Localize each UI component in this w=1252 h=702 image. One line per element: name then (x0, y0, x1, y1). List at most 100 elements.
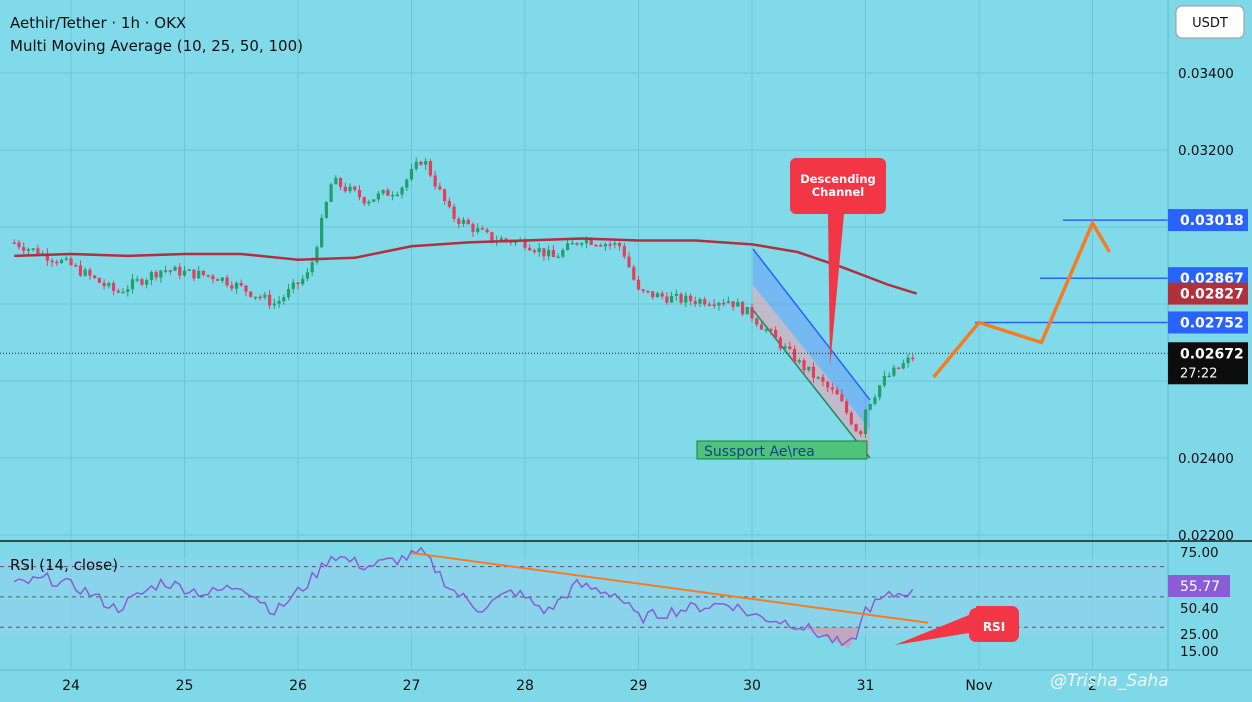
price-label-target-bg (1168, 209, 1248, 232)
x-tick-label: 24 (62, 678, 80, 694)
candle-body (88, 269, 92, 276)
candle-body (670, 295, 674, 303)
candle-body (480, 228, 485, 230)
candle-body (201, 270, 206, 276)
candle-body (111, 283, 116, 291)
candle-body (613, 243, 617, 245)
rsi-tick-label: 25.00 (1180, 627, 1219, 643)
candle-body (78, 265, 83, 276)
candle-body (769, 329, 773, 331)
rsi-trendline (411, 551, 929, 624)
candle-body (395, 194, 399, 197)
candle-body (438, 186, 442, 190)
candle-body (476, 228, 480, 232)
candle-body (376, 193, 380, 200)
candle-body (570, 243, 574, 245)
candle-body (679, 293, 683, 303)
rsi-tick-label: 75.00 (1180, 545, 1219, 561)
candle-body (873, 397, 877, 404)
x-tick-label: 27 (403, 678, 421, 694)
candle-body (868, 403, 872, 410)
candle-body (173, 266, 177, 271)
candle-body (575, 243, 579, 245)
candle-body (797, 360, 801, 363)
candle-body (532, 250, 537, 252)
candle-body (116, 290, 120, 293)
candle-body (362, 197, 366, 204)
candle-body (551, 249, 555, 258)
rsi-current-bg (1168, 575, 1230, 597)
candle-body (745, 306, 749, 315)
candle-body (405, 179, 409, 188)
candle-body (788, 346, 792, 350)
candle-body (286, 288, 291, 298)
candle-body (31, 248, 35, 250)
candle-body (461, 219, 466, 224)
candle-body (882, 375, 887, 386)
candle-body (50, 260, 54, 263)
candle-body (816, 377, 820, 379)
candle-body (159, 270, 163, 278)
candle-body (901, 363, 905, 369)
candle-body (192, 269, 196, 279)
candle-body (97, 277, 101, 283)
candle-body (802, 360, 806, 371)
candle-body (499, 238, 503, 241)
projection-path (932, 219, 1112, 379)
y-tick-label: 0.02200 (1178, 528, 1234, 544)
candle-body (301, 278, 305, 285)
candle-body (844, 401, 849, 413)
candle-body (750, 306, 754, 319)
time-axis-bg (0, 670, 1252, 702)
candle-body (490, 232, 494, 242)
candle-body (59, 259, 64, 264)
candle-body (863, 409, 868, 434)
candle-body (291, 282, 295, 289)
x-tick-label: 31 (857, 678, 875, 694)
candle-body (64, 258, 68, 260)
rsi-callout (895, 606, 1019, 645)
candle-body (617, 243, 622, 247)
candle-body (594, 244, 598, 247)
rsi-tick-label: 50.40 (1180, 601, 1219, 617)
candle-body (897, 367, 901, 370)
x-tick-label: 30 (743, 678, 761, 694)
candle-body (665, 296, 669, 303)
candle-body (83, 269, 87, 276)
candle-body (830, 387, 834, 390)
candle-body (759, 324, 764, 330)
candle-body (69, 258, 73, 265)
candle-body (774, 329, 778, 338)
candle-body (381, 189, 385, 194)
candle-body (854, 424, 858, 432)
candle-body (622, 246, 626, 257)
candle-body (523, 240, 527, 248)
rsi-line (13, 546, 914, 647)
candle-body (296, 282, 300, 285)
candle-body (717, 302, 721, 306)
candle-body (433, 175, 437, 187)
descending-channel-callout (790, 158, 886, 366)
rsi-callout-label: RSI (983, 620, 1005, 634)
candle-body (154, 272, 158, 278)
candle-body (783, 346, 787, 349)
candle-body (589, 239, 593, 245)
candle-body (542, 248, 546, 257)
candle-body (400, 187, 404, 195)
candle-body (504, 238, 508, 241)
currency-label: USDT (1192, 16, 1228, 31)
candle-body (348, 186, 352, 192)
candle-body (703, 299, 707, 305)
candle-body (102, 282, 106, 287)
candle-body (197, 270, 201, 279)
candle-body (187, 269, 191, 272)
candle-body (599, 245, 603, 247)
candle-body (234, 283, 239, 289)
candle-body (428, 161, 433, 176)
price-label-last: 0.02672 (1180, 346, 1244, 362)
candle-body (230, 285, 234, 289)
candle-body (55, 261, 59, 264)
candle-body (698, 299, 702, 304)
